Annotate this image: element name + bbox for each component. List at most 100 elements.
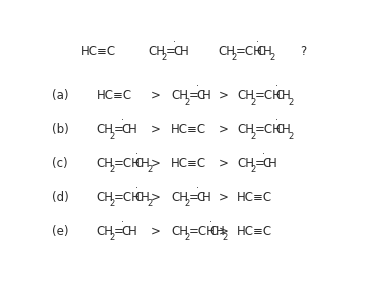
Text: C: C xyxy=(256,45,265,58)
Text: H: H xyxy=(141,191,150,204)
Text: HC≡C: HC≡C xyxy=(171,123,206,136)
Text: 2: 2 xyxy=(288,131,294,141)
Text: ·: · xyxy=(196,184,199,193)
Text: H: H xyxy=(216,225,224,238)
Text: ·: · xyxy=(275,116,278,125)
Text: =CH: =CH xyxy=(254,123,281,136)
Text: H: H xyxy=(128,225,137,238)
Text: 2: 2 xyxy=(288,98,294,106)
Text: CH: CH xyxy=(237,157,254,170)
Text: 2: 2 xyxy=(222,233,228,242)
Text: HC≡C: HC≡C xyxy=(97,89,132,102)
Text: ·: · xyxy=(124,88,127,97)
Text: C: C xyxy=(135,157,143,170)
Text: ·: · xyxy=(108,44,111,53)
Text: C: C xyxy=(121,123,130,136)
Text: >: > xyxy=(151,225,161,238)
Text: C: C xyxy=(121,225,130,238)
Text: H: H xyxy=(202,89,211,102)
Text: 2: 2 xyxy=(110,166,115,174)
Text: >: > xyxy=(151,157,161,170)
Text: ·: · xyxy=(121,116,124,125)
Text: =CH: =CH xyxy=(188,225,215,238)
Text: 2: 2 xyxy=(148,166,153,174)
Text: ·: · xyxy=(275,82,278,91)
Text: (d): (d) xyxy=(52,191,69,204)
Text: H: H xyxy=(202,191,211,204)
Text: (c): (c) xyxy=(52,157,68,170)
Text: >: > xyxy=(151,191,161,204)
Text: C: C xyxy=(209,225,218,238)
Text: 2: 2 xyxy=(250,131,256,141)
Text: CH: CH xyxy=(97,191,114,204)
Text: CH: CH xyxy=(97,225,114,238)
Text: =CH: =CH xyxy=(254,89,281,102)
Text: C: C xyxy=(196,89,204,102)
Text: >: > xyxy=(218,225,228,238)
Text: 2: 2 xyxy=(110,199,115,208)
Text: 2: 2 xyxy=(270,54,275,62)
Text: =CH: =CH xyxy=(236,45,263,58)
Text: =: = xyxy=(188,191,198,204)
Text: =: = xyxy=(165,45,175,58)
Text: H: H xyxy=(128,123,137,136)
Text: ·: · xyxy=(135,150,138,159)
Text: (a): (a) xyxy=(52,89,68,102)
Text: H: H xyxy=(263,45,272,58)
Text: CH: CH xyxy=(171,225,188,238)
Text: ·: · xyxy=(196,82,199,91)
Text: >: > xyxy=(218,123,228,136)
Text: ·: · xyxy=(135,184,138,193)
Text: CH: CH xyxy=(218,45,235,58)
Text: =CH: =CH xyxy=(114,157,141,170)
Text: >: > xyxy=(151,123,161,136)
Text: 2: 2 xyxy=(250,166,256,174)
Text: CH: CH xyxy=(171,89,188,102)
Text: 2: 2 xyxy=(148,199,153,208)
Text: ·: · xyxy=(256,38,259,47)
Text: C: C xyxy=(135,191,143,204)
Text: HC≡C: HC≡C xyxy=(81,45,116,58)
Text: ·: · xyxy=(198,122,201,131)
Text: 2: 2 xyxy=(232,54,237,62)
Text: (e): (e) xyxy=(52,225,68,238)
Text: HC≡C: HC≡C xyxy=(237,225,272,238)
Text: ·: · xyxy=(121,218,124,227)
Text: H: H xyxy=(179,45,188,58)
Text: C: C xyxy=(196,191,204,204)
Text: H: H xyxy=(141,157,150,170)
Text: HC≡C: HC≡C xyxy=(171,157,206,170)
Text: >: > xyxy=(218,89,228,102)
Text: 2: 2 xyxy=(161,54,166,62)
Text: CH: CH xyxy=(237,123,254,136)
Text: C: C xyxy=(173,45,181,58)
Text: 2: 2 xyxy=(250,98,256,106)
Text: ?: ? xyxy=(300,45,306,58)
Text: CH: CH xyxy=(97,157,114,170)
Text: >: > xyxy=(151,89,161,102)
Text: CH: CH xyxy=(171,191,188,204)
Text: C: C xyxy=(275,89,283,102)
Text: CH: CH xyxy=(237,89,254,102)
Text: 2: 2 xyxy=(184,98,189,106)
Text: H: H xyxy=(268,157,277,170)
Text: 2: 2 xyxy=(110,131,115,141)
Text: ·: · xyxy=(262,150,265,159)
Text: 2: 2 xyxy=(184,199,189,208)
Text: (b): (b) xyxy=(52,123,69,136)
Text: 2: 2 xyxy=(110,233,115,242)
Text: >: > xyxy=(218,157,228,170)
Text: =: = xyxy=(188,89,198,102)
Text: H: H xyxy=(282,89,290,102)
Text: HC≡C: HC≡C xyxy=(237,191,272,204)
Text: C: C xyxy=(262,157,270,170)
Text: C: C xyxy=(275,123,283,136)
Text: ·: · xyxy=(198,156,201,165)
Text: =: = xyxy=(114,123,124,136)
Text: CH: CH xyxy=(97,123,114,136)
Text: CH: CH xyxy=(148,45,165,58)
Text: ·: · xyxy=(264,190,267,199)
Text: 2: 2 xyxy=(184,233,189,242)
Text: =: = xyxy=(114,225,124,238)
Text: =CH: =CH xyxy=(114,191,141,204)
